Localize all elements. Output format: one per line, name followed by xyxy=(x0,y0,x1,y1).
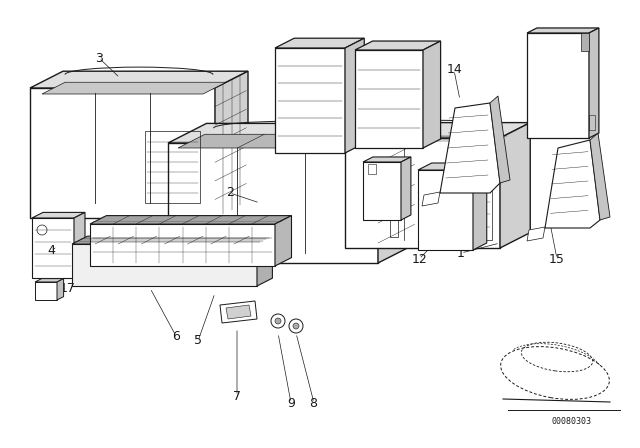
Polygon shape xyxy=(440,103,500,193)
Polygon shape xyxy=(275,48,345,153)
Bar xyxy=(368,164,376,174)
Polygon shape xyxy=(35,282,57,300)
Text: 6: 6 xyxy=(172,329,180,343)
Polygon shape xyxy=(527,227,545,241)
Text: 13: 13 xyxy=(389,56,404,69)
Text: 11: 11 xyxy=(370,164,385,177)
Polygon shape xyxy=(345,123,531,138)
Text: 16: 16 xyxy=(533,58,548,72)
Polygon shape xyxy=(589,28,599,138)
Polygon shape xyxy=(72,236,273,244)
Text: 14: 14 xyxy=(447,63,462,76)
Polygon shape xyxy=(275,38,364,48)
Polygon shape xyxy=(32,218,74,278)
Polygon shape xyxy=(345,138,500,248)
Circle shape xyxy=(271,314,285,328)
Text: 17: 17 xyxy=(60,282,75,296)
Polygon shape xyxy=(490,96,510,183)
Polygon shape xyxy=(422,192,440,206)
Polygon shape xyxy=(545,140,600,228)
Text: 7: 7 xyxy=(233,390,241,403)
Polygon shape xyxy=(74,212,85,278)
Text: 4: 4 xyxy=(47,244,55,258)
Polygon shape xyxy=(90,215,291,224)
Text: 15: 15 xyxy=(549,253,564,267)
Polygon shape xyxy=(473,163,487,250)
Polygon shape xyxy=(226,305,251,319)
Text: 8: 8 xyxy=(310,396,317,410)
Polygon shape xyxy=(363,162,401,220)
Polygon shape xyxy=(355,41,440,50)
Text: 2: 2 xyxy=(227,186,234,199)
Polygon shape xyxy=(418,170,473,250)
Polygon shape xyxy=(275,215,291,266)
Bar xyxy=(581,33,589,51)
Polygon shape xyxy=(215,71,248,218)
Polygon shape xyxy=(72,244,257,286)
Polygon shape xyxy=(418,163,487,170)
Polygon shape xyxy=(500,123,531,248)
Text: 00080303: 00080303 xyxy=(552,417,592,426)
Circle shape xyxy=(275,318,281,324)
Text: 3: 3 xyxy=(95,52,103,65)
Polygon shape xyxy=(378,123,417,263)
Polygon shape xyxy=(220,301,257,323)
Polygon shape xyxy=(363,157,411,162)
Polygon shape xyxy=(35,279,63,282)
Polygon shape xyxy=(590,133,610,220)
Polygon shape xyxy=(168,143,378,263)
Polygon shape xyxy=(178,134,395,148)
Bar xyxy=(145,132,200,203)
Circle shape xyxy=(293,323,299,329)
Text: 12: 12 xyxy=(412,253,427,267)
Text: 5: 5 xyxy=(195,334,202,347)
Polygon shape xyxy=(30,88,215,218)
Polygon shape xyxy=(90,224,275,266)
Circle shape xyxy=(289,319,303,333)
Polygon shape xyxy=(527,28,599,33)
Polygon shape xyxy=(57,279,63,300)
Polygon shape xyxy=(168,123,417,143)
Text: 9: 9 xyxy=(287,396,295,410)
Polygon shape xyxy=(355,50,423,148)
Polygon shape xyxy=(257,236,273,286)
Polygon shape xyxy=(401,157,411,220)
Polygon shape xyxy=(345,38,364,153)
Bar xyxy=(589,115,595,130)
Polygon shape xyxy=(32,212,85,218)
Bar xyxy=(438,163,492,240)
Text: 10: 10 xyxy=(284,65,299,78)
Polygon shape xyxy=(30,71,248,88)
Bar xyxy=(390,212,397,237)
Text: 1: 1 xyxy=(457,246,465,260)
Polygon shape xyxy=(42,82,226,94)
Polygon shape xyxy=(423,41,440,148)
Polygon shape xyxy=(527,33,589,138)
